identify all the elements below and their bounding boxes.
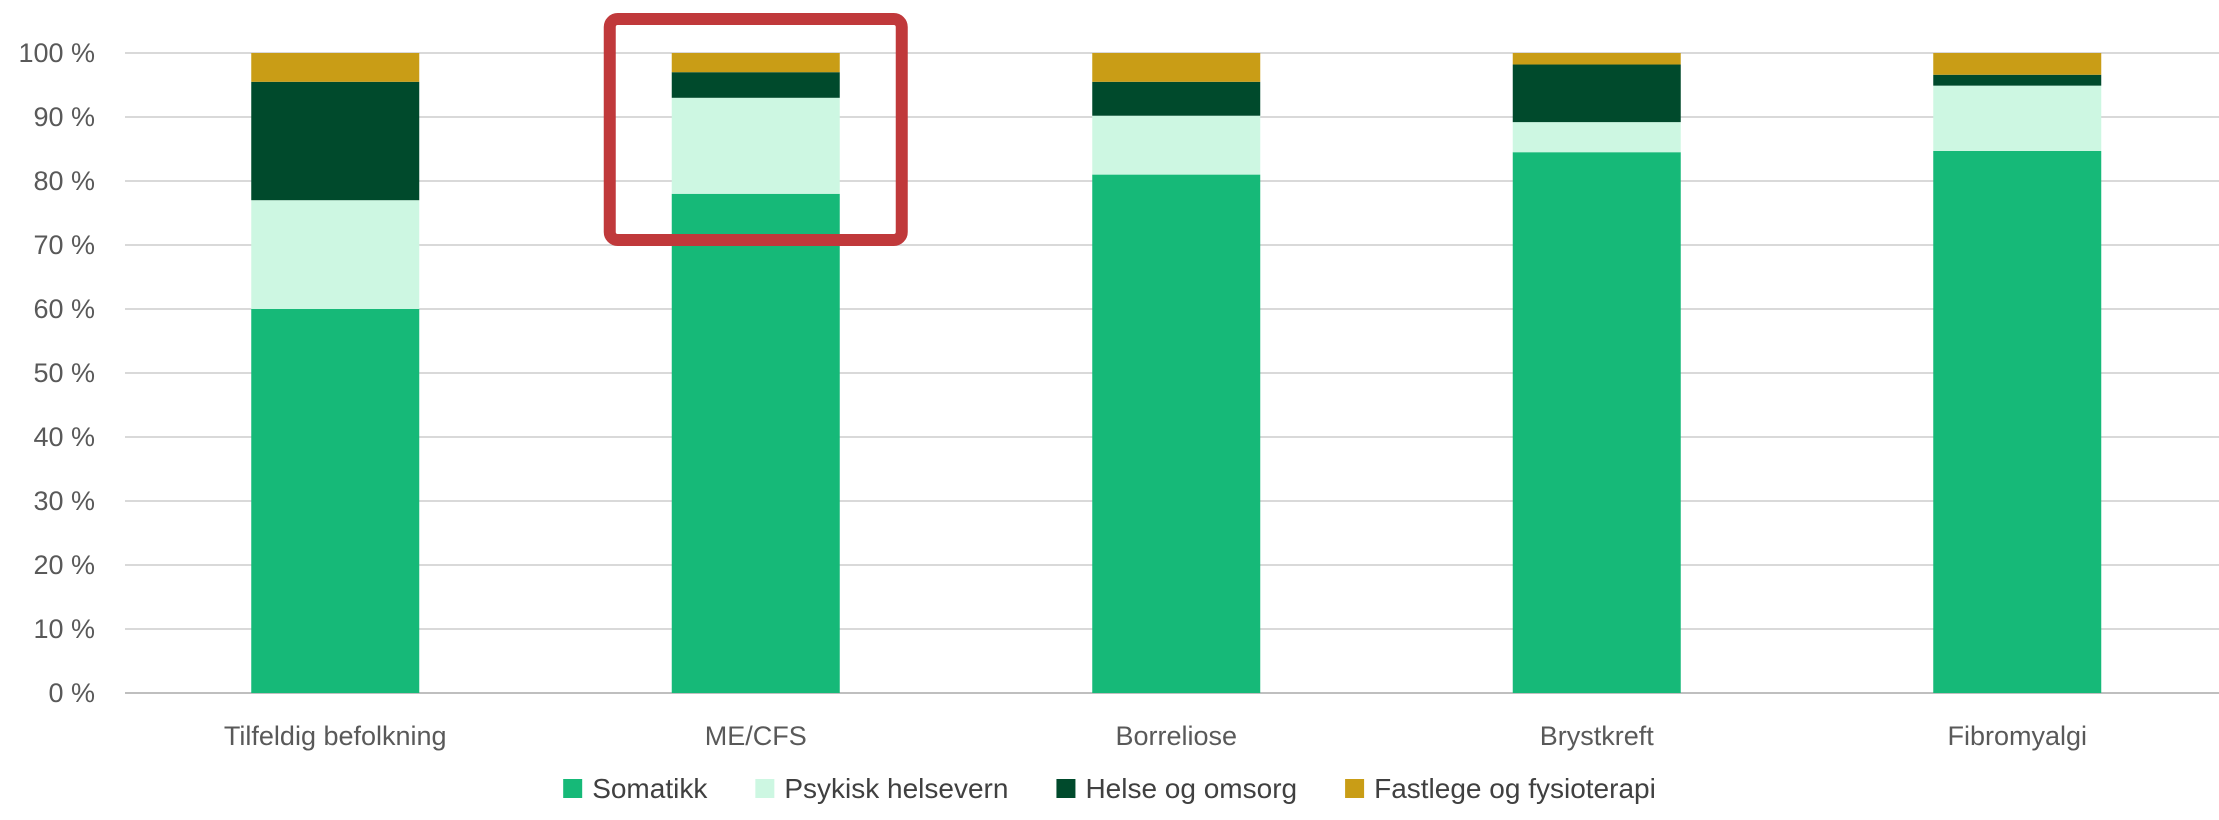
y-tick-label: 30 %	[33, 486, 95, 516]
y-tick-label: 80 %	[33, 166, 95, 196]
legend-swatch	[755, 779, 775, 798]
bar-segment	[1933, 53, 2102, 75]
bar-segment	[1092, 81, 1261, 116]
bar-segment	[671, 97, 840, 194]
bar-stack	[1092, 53, 1261, 694]
bar-segment	[251, 53, 420, 82]
bar-stack	[251, 53, 420, 693]
bar-stack	[1512, 53, 1681, 693]
bar-segment	[251, 81, 420, 201]
bar-segment	[1512, 152, 1681, 693]
bar-segment	[1092, 174, 1261, 694]
bar-segment	[671, 53, 840, 73]
legend-swatch	[1345, 779, 1365, 798]
bar-segment	[251, 309, 420, 693]
bar-segment	[1933, 74, 2102, 86]
bar-stack	[1933, 53, 2102, 694]
y-tick-label: 60 %	[33, 294, 95, 324]
y-tick-label: 100 %	[18, 38, 95, 68]
x-category-label: ME/CFS	[705, 721, 807, 751]
y-tick-label: 0 %	[48, 678, 95, 708]
bar-segment	[671, 72, 840, 98]
bar-segment	[1512, 64, 1681, 123]
y-tick-label: 10 %	[33, 614, 95, 644]
bar-stack	[671, 53, 840, 694]
y-tick-label: 40 %	[33, 422, 95, 452]
bar-segment	[671, 193, 840, 694]
legend-label: Psykisk helsevern	[784, 773, 1008, 804]
y-tick-label: 20 %	[33, 550, 95, 580]
x-category-label: Fibromyalgi	[1947, 721, 2087, 751]
bar-segment	[1092, 115, 1261, 175]
bar-segment	[251, 200, 420, 309]
legend-label: Somatikk	[592, 773, 708, 804]
bar-segment	[1933, 150, 2102, 694]
legend-label: Fastlege og fysioterapi	[1374, 773, 1656, 804]
bars	[251, 53, 2102, 694]
x-category-label: Borreliose	[1115, 721, 1237, 751]
legend-swatch	[1056, 779, 1076, 798]
bar-segment	[1512, 53, 1681, 65]
legend-swatch	[563, 779, 583, 798]
highlight-rectangle	[603, 13, 908, 246]
y-axis-ticks: 0 % 10 % 20 % 30 % 40 % 50 % 60 % 70 % 80 % 90 % 1…	[18, 38, 95, 708]
legend-label: Helse og omsorg	[1085, 773, 1297, 804]
x-category-label: Tilfeldig befolkning	[224, 721, 447, 751]
x-axis-categories: Tilfeldig befolkning ME/CFS Borreliose Brys…	[224, 721, 2087, 751]
bar-segment	[1092, 53, 1261, 82]
x-category-label: Brystkreft	[1540, 721, 1655, 751]
y-tick-label: 70 %	[33, 230, 95, 260]
bar-segment	[1512, 122, 1681, 153]
bar-segment	[1933, 85, 2102, 151]
legend: Somatikk Psykisk helsevern Helse og omsorg…	[563, 773, 1656, 804]
y-tick-label: 50 %	[33, 358, 95, 388]
highlight-box	[603, 13, 908, 246]
y-tick-label: 90 %	[33, 102, 95, 132]
